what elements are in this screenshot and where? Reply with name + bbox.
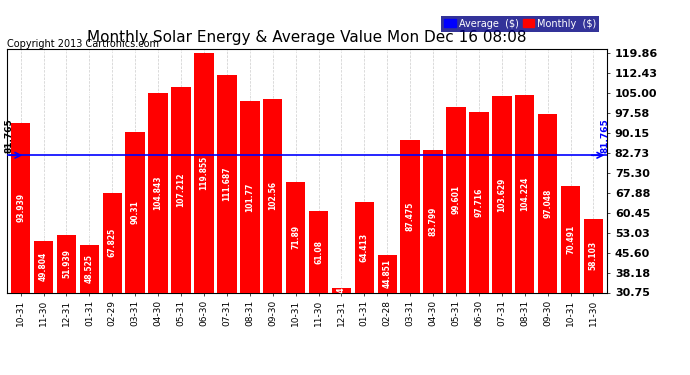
Bar — [11, 123, 30, 292]
Bar — [538, 114, 558, 292]
Text: 90.31: 90.31 — [130, 201, 139, 224]
Text: 81.765: 81.765 — [600, 118, 609, 153]
Text: 61.08: 61.08 — [314, 240, 323, 264]
Bar — [492, 96, 511, 292]
Bar — [515, 95, 535, 292]
Text: 99.601: 99.601 — [451, 185, 460, 214]
Bar — [424, 150, 443, 292]
Bar — [263, 99, 282, 292]
Bar — [194, 53, 214, 292]
Text: 97.716: 97.716 — [475, 188, 484, 217]
Bar — [286, 182, 306, 292]
Text: 101.77: 101.77 — [245, 182, 255, 212]
Text: 44.851: 44.851 — [383, 259, 392, 288]
Text: 111.687: 111.687 — [222, 166, 231, 201]
Text: 119.855: 119.855 — [199, 156, 208, 190]
Text: 51.939: 51.939 — [62, 249, 71, 279]
Text: 87.475: 87.475 — [406, 201, 415, 231]
Bar — [332, 288, 351, 292]
Text: 103.629: 103.629 — [497, 177, 506, 212]
Legend: Average  ($), Monthly  ($): Average ($), Monthly ($) — [442, 16, 600, 32]
Text: 81.765: 81.765 — [5, 118, 14, 153]
Bar — [79, 244, 99, 292]
Text: 70.491: 70.491 — [566, 224, 575, 254]
Bar — [561, 186, 580, 292]
Bar — [148, 93, 168, 292]
Text: Copyright 2013 Cartronics.com: Copyright 2013 Cartronics.com — [7, 39, 159, 49]
Text: 49.804: 49.804 — [39, 252, 48, 282]
Text: 104.224: 104.224 — [520, 177, 529, 211]
Text: 107.212: 107.212 — [177, 172, 186, 207]
Bar — [126, 132, 145, 292]
Bar — [171, 87, 190, 292]
Text: 48.525: 48.525 — [85, 254, 94, 283]
Text: 64.413: 64.413 — [359, 232, 369, 262]
Text: 71.89: 71.89 — [291, 225, 300, 249]
Bar — [446, 107, 466, 292]
Bar — [308, 211, 328, 292]
Text: 83.799: 83.799 — [428, 207, 437, 236]
Text: 102.56: 102.56 — [268, 182, 277, 210]
Text: 58.103: 58.103 — [589, 241, 598, 270]
Bar — [400, 140, 420, 292]
Text: 67.825: 67.825 — [108, 228, 117, 257]
Bar — [355, 202, 374, 292]
Bar — [377, 255, 397, 292]
Text: 93.939: 93.939 — [16, 193, 25, 222]
Text: 97.048: 97.048 — [543, 189, 552, 218]
Bar — [103, 193, 122, 292]
Bar — [57, 236, 76, 292]
Text: 104.843: 104.843 — [154, 176, 163, 210]
Bar — [34, 241, 53, 292]
Text: 32.497: 32.497 — [337, 276, 346, 305]
Bar — [240, 102, 259, 292]
Bar — [217, 75, 237, 292]
Title: Monthly Solar Energy & Average Value Mon Dec 16 08:08: Monthly Solar Energy & Average Value Mon… — [88, 30, 526, 45]
Bar — [584, 219, 603, 292]
Bar — [469, 112, 489, 292]
